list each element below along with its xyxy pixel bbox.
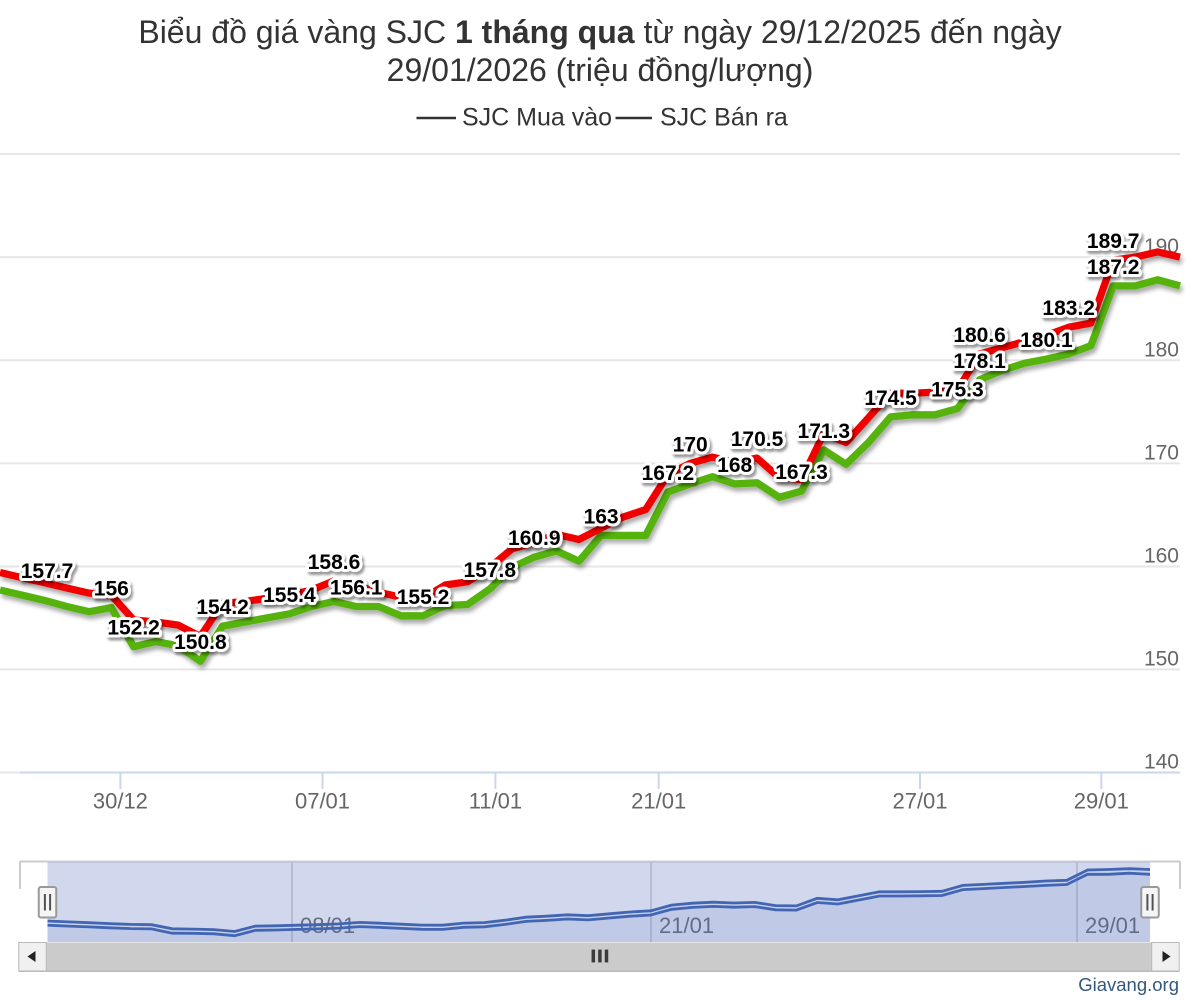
svg-text:07/01: 07/01: [295, 789, 350, 814]
svg-text:180.6: 180.6: [953, 324, 1006, 347]
svg-text:160.9: 160.9: [508, 527, 561, 550]
svg-text:29/01: 29/01: [1074, 789, 1129, 814]
svg-text:150: 150: [1144, 647, 1179, 670]
svg-text:170: 170: [673, 433, 708, 456]
svg-text:170.5: 170.5: [731, 428, 784, 451]
svg-text:168: 168: [717, 454, 752, 477]
svg-text:21/01: 21/01: [659, 913, 714, 938]
svg-text:163: 163: [584, 505, 619, 528]
svg-text:156: 156: [94, 578, 129, 601]
svg-text:150.8: 150.8: [174, 631, 227, 654]
svg-text:Giavang.org: Giavang.org: [1078, 974, 1179, 995]
svg-text:178.1: 178.1: [953, 350, 1006, 373]
svg-text:160: 160: [1144, 545, 1179, 568]
svg-text:SJC Mua vào: SJC Mua vào: [462, 104, 612, 132]
svg-text:29/01/2026 (triệu đồng/lượng): 29/01/2026 (triệu đồng/lượng): [387, 52, 814, 88]
svg-text:11/01: 11/01: [469, 789, 522, 814]
svg-text:157.8: 157.8: [464, 559, 517, 582]
svg-text:183.2: 183.2: [1042, 297, 1095, 320]
svg-text:155.4: 155.4: [263, 584, 316, 607]
svg-text:180.1: 180.1: [1020, 329, 1073, 352]
svg-text:175.3: 175.3: [931, 379, 984, 402]
svg-text:157.7: 157.7: [21, 560, 74, 583]
svg-text:140: 140: [1144, 751, 1179, 774]
svg-text:167.3: 167.3: [775, 461, 828, 484]
svg-text:27/01: 27/01: [892, 789, 947, 814]
svg-text:171.3: 171.3: [798, 420, 851, 443]
svg-text:156.1: 156.1: [330, 577, 383, 600]
svg-text:189.7: 189.7: [1087, 230, 1140, 253]
svg-text:Biểu đồ giá vàng SJC 1 tháng q: Biểu đồ giá vàng SJC 1 tháng qua từ ngày…: [138, 14, 1061, 50]
svg-text:174.5: 174.5: [864, 387, 917, 410]
svg-text:170: 170: [1144, 441, 1179, 464]
svg-text:29/01: 29/01: [1085, 913, 1140, 938]
svg-text:152.2: 152.2: [107, 617, 160, 640]
svg-text:180: 180: [1144, 338, 1179, 361]
svg-text:SJC Bán ra: SJC Bán ra: [660, 104, 788, 132]
svg-text:187.2: 187.2: [1087, 256, 1140, 279]
svg-text:167.2: 167.2: [642, 462, 695, 485]
svg-text:30/12: 30/12: [93, 789, 148, 814]
svg-text:155.2: 155.2: [397, 586, 450, 609]
svg-text:21/01: 21/01: [631, 789, 686, 814]
svg-text:154.2: 154.2: [196, 596, 249, 619]
svg-text:158.6: 158.6: [308, 551, 361, 574]
